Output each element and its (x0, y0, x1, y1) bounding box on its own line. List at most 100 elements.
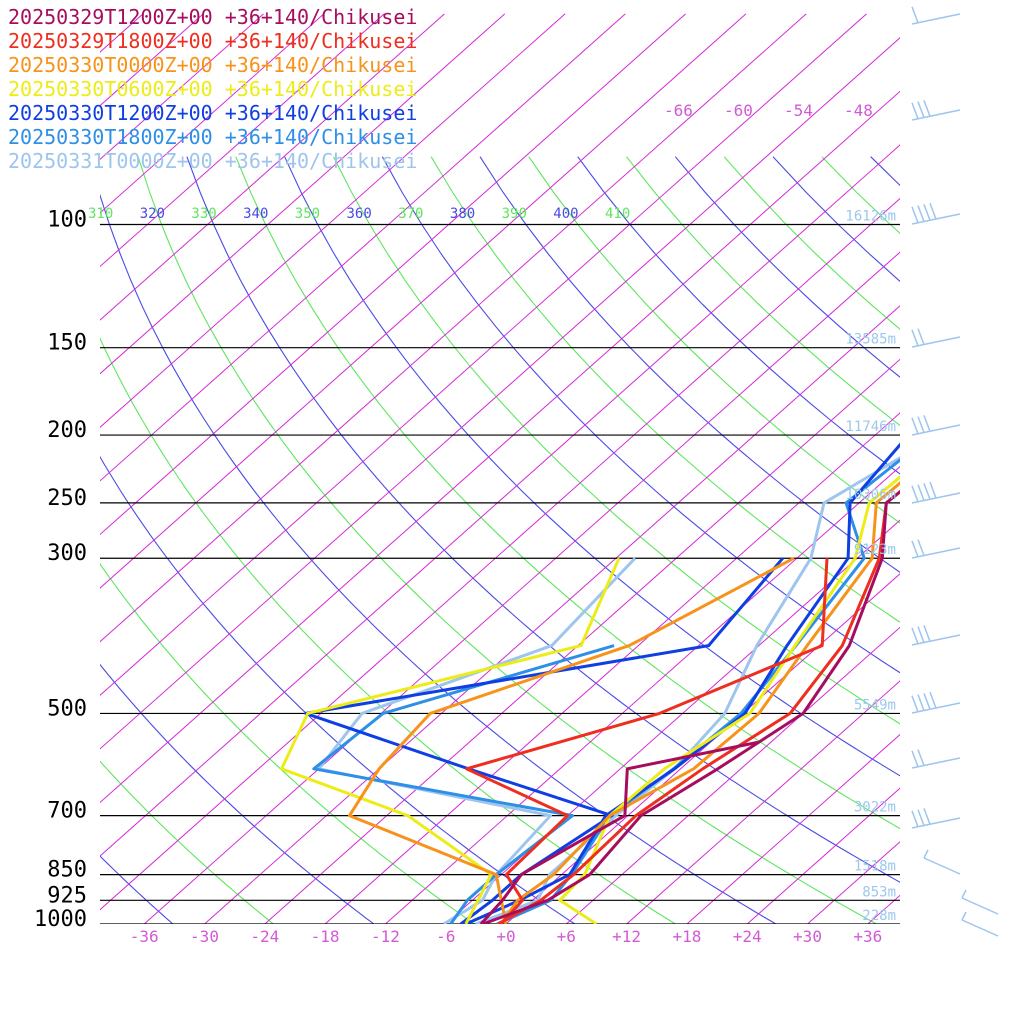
isotherm-line (505, 573, 900, 924)
top-temperature-label: -60 (724, 101, 753, 120)
barb-flag (911, 102, 919, 120)
dry-adiabat-line (333, 156, 900, 725)
barb-flag (911, 485, 919, 503)
temperature-profile-line (475, 456, 900, 924)
isotherm-line (143, 251, 900, 924)
pressure-tick-label: 300 (47, 541, 87, 566)
theta-label: 370 (398, 206, 423, 222)
isotherm-line (100, 13, 445, 321)
wind-barb-icon (961, 911, 999, 937)
theta-label: 390 (502, 206, 527, 222)
barb-flag (917, 101, 925, 118)
pressure-tick-label: 700 (47, 799, 87, 824)
temperature-tick-label: +36 (853, 927, 882, 946)
barb-staff (911, 336, 961, 348)
pressure-tick-label: 1000 (34, 907, 87, 932)
height-label: 10306m (845, 487, 896, 503)
dry-adiabat-line (430, 156, 900, 623)
dewpoint-profile-line (465, 558, 829, 924)
barb-flag (917, 694, 925, 711)
wind-barb-icon (911, 100, 961, 121)
isotherm-line (384, 465, 900, 924)
dry-adiabat-line (100, 563, 476, 924)
dry-adiabat-line (1017, 157, 1024, 939)
barb-staff (911, 109, 961, 121)
height-label: 5549m (854, 697, 896, 713)
temperature-tick-label: +24 (733, 927, 762, 946)
pressure-tick-label: 925 (47, 883, 87, 908)
barb-flag (911, 417, 919, 435)
isotherm-line (565, 626, 900, 924)
dry-adiabat-line (968, 157, 1024, 939)
dry-adiabat-line (100, 337, 677, 924)
isotherm-line (100, 90, 900, 804)
dry-adiabat-line (100, 663, 375, 924)
dry-adiabat-line (186, 156, 900, 883)
barb-flag (911, 540, 919, 558)
barb-flag (961, 911, 967, 921)
legend-entry: 20250330T0600Z+00 +36+140/Chikusei (8, 77, 417, 101)
dry-adiabat-line (626, 156, 900, 427)
barb-flag (911, 750, 919, 768)
dry-adiabat-line (100, 855, 174, 924)
temperature-tick-label: -12 (371, 927, 400, 946)
temperature-tick-label: +6 (557, 927, 576, 946)
height-label: 13585m (845, 332, 896, 348)
height-label: 3022m (854, 800, 896, 816)
theta-label: 320 (140, 206, 165, 222)
theta-label: 380 (450, 206, 475, 222)
wind-barb-icon (961, 889, 999, 915)
temperature-profile-line (482, 489, 900, 924)
barb-flag (923, 808, 931, 825)
barb-staff (911, 424, 961, 436)
temperature-profile-line (499, 481, 900, 924)
wind-barb-icon (911, 202, 961, 225)
top-temperature-label: -48 (844, 101, 873, 120)
wind-barb-icon (911, 749, 961, 769)
wind-barb-icon (911, 539, 961, 559)
barb-flag (917, 205, 925, 222)
dewpoint-profile-line (348, 556, 795, 924)
height-label: 228m (862, 908, 896, 924)
theta-label: 350 (295, 206, 320, 222)
pressure-tick-label: 500 (47, 696, 87, 721)
dry-adiabat-line (577, 156, 900, 475)
temperature-tick-label: -18 (311, 927, 340, 946)
legend-entry: 20250329T1800Z+00 +36+140/Chikusei (8, 29, 417, 53)
temperature-profile-line (497, 489, 900, 924)
barb-flag (929, 202, 937, 220)
barb-staff (923, 857, 961, 875)
isotherm-line (100, 13, 566, 428)
dry-adiabat-line (100, 760, 275, 924)
height-label: 16126m (845, 209, 896, 225)
wind-barb-icon (911, 415, 961, 436)
barb-flag (917, 626, 925, 643)
theta-label: 340 (243, 206, 268, 222)
legend-entry: 20250331T0000Z+00 +36+140/Chikusei (8, 149, 417, 173)
barb-flag (923, 204, 931, 221)
dry-adiabat-line (100, 193, 777, 924)
dry-adiabat-line (381, 156, 900, 674)
theta-label: 330 (191, 206, 216, 222)
dry-adiabat-line (100, 455, 576, 924)
isotherm-line (746, 787, 900, 924)
theta-label: 410 (605, 206, 630, 222)
legend-entry: 20250330T0000Z+00 +36+140/Chikusei (8, 53, 417, 77)
height-label: 853m (862, 884, 896, 900)
barb-flag (923, 100, 931, 117)
barb-flag (923, 849, 929, 859)
wind-barb-icon (911, 328, 961, 348)
barb-flag (923, 415, 931, 432)
barb-flag (923, 483, 931, 500)
temperature-tick-label: -6 (436, 927, 455, 946)
barb-staff (911, 547, 961, 559)
isotherm-line (444, 519, 900, 924)
barb-flag (911, 206, 919, 224)
temperature-tick-label: +0 (496, 927, 515, 946)
temperature-profile-line (465, 442, 900, 924)
barb-flag (961, 889, 967, 899)
temperature-tick-label: -36 (130, 927, 159, 946)
pressure-tick-label: 200 (47, 418, 87, 443)
barb-staff (961, 919, 999, 937)
